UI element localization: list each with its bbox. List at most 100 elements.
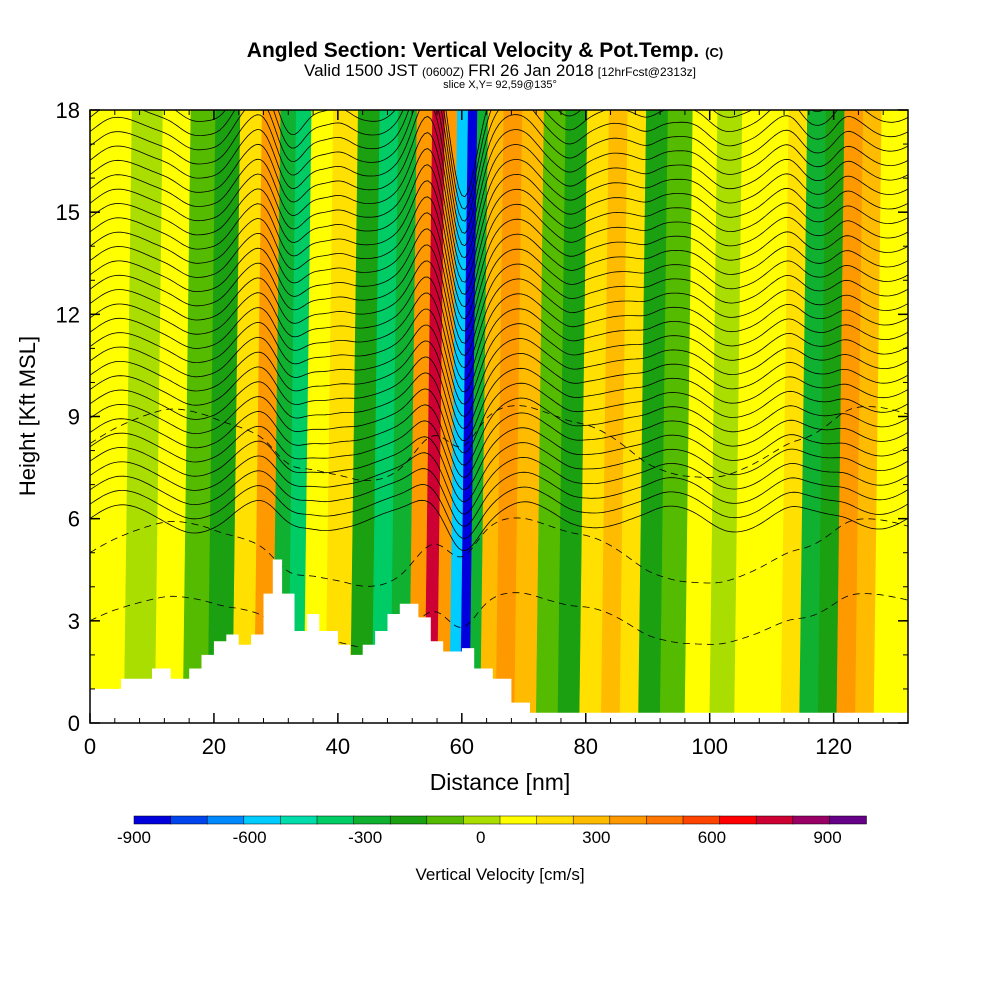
velocity-band bbox=[579, 110, 610, 723]
velocity-band bbox=[600, 110, 629, 723]
slice-info: slice X,Y= 92,59@135° bbox=[443, 79, 557, 91]
isentrope-line bbox=[90, 132, 908, 271]
colorbar-swatch bbox=[572, 815, 611, 825]
isentrope-line bbox=[90, 228, 908, 344]
colorbar-swatch bbox=[499, 815, 538, 825]
colorbar-swatch bbox=[426, 815, 465, 825]
isentrope-line bbox=[90, 164, 908, 295]
terrain-mask bbox=[90, 559, 908, 723]
colorbar-swatch bbox=[243, 815, 282, 825]
y-tick-label: 12 bbox=[56, 302, 80, 327]
colorbar-tick-label: 600 bbox=[698, 828, 726, 847]
isentrope-line bbox=[90, 324, 908, 417]
colorbar-tick-label: -300 bbox=[348, 828, 382, 847]
velocity-band bbox=[424, 110, 446, 723]
x-tick-label: 40 bbox=[326, 734, 350, 759]
chart-subtitle: Valid 1500 JST (0600Z) FRI 26 Jan 2018 [12h… bbox=[304, 61, 696, 80]
isentrope-line bbox=[90, 110, 908, 234]
x-tick-label: 60 bbox=[450, 734, 474, 759]
isentrope-line bbox=[90, 388, 908, 466]
velocity-band bbox=[449, 110, 469, 723]
velocity-band bbox=[855, 110, 883, 723]
colorbar-tick-label: 300 bbox=[582, 828, 610, 847]
colorbar-label: Vertical Velocity [cm/s] bbox=[415, 865, 584, 884]
velocity-band bbox=[325, 110, 359, 723]
isentrope-line bbox=[90, 340, 908, 430]
velocity-band bbox=[371, 110, 399, 723]
x-tick-label: 80 bbox=[574, 734, 598, 759]
isentrope-line bbox=[90, 244, 908, 356]
velocity-band bbox=[123, 110, 164, 723]
x-axis-label: Distance [nm] bbox=[430, 769, 571, 795]
isentrope-line bbox=[90, 180, 908, 308]
colorbar-swatch bbox=[170, 815, 208, 825]
isentrope-line bbox=[90, 468, 908, 527]
colorbar-swatch bbox=[755, 815, 794, 825]
isentrope-line bbox=[90, 499, 908, 552]
y-tick-label: 3 bbox=[68, 609, 80, 634]
x-tick-label: 20 bbox=[202, 734, 226, 759]
velocity-band bbox=[232, 110, 263, 723]
colorbar bbox=[133, 815, 867, 825]
isentrope-dashed-line bbox=[90, 517, 908, 587]
velocity-band bbox=[659, 110, 694, 723]
colorbar-swatch bbox=[609, 815, 648, 825]
colorbar-swatch bbox=[389, 815, 428, 825]
potential-temperature-contours bbox=[90, 110, 908, 649]
isentrope-line bbox=[90, 260, 908, 369]
isentrope-line bbox=[90, 276, 908, 381]
velocity-band bbox=[154, 110, 192, 723]
y-axis-label: Height [Kft MSL] bbox=[15, 336, 40, 496]
y-tick-label: 6 bbox=[68, 507, 80, 532]
velocity-band bbox=[207, 110, 241, 723]
colorbar-swatch bbox=[316, 815, 355, 825]
velocity-band bbox=[758, 110, 790, 723]
colorbar-swatch bbox=[792, 815, 831, 825]
colorbar-tick-label: 900 bbox=[813, 828, 841, 847]
velocity-band bbox=[288, 110, 313, 723]
y-tick-label: 0 bbox=[68, 711, 80, 736]
isentrope-line bbox=[90, 308, 908, 405]
isentrope-line bbox=[90, 148, 908, 283]
isentrope-line bbox=[90, 372, 908, 454]
colorbar-swatch bbox=[280, 815, 318, 825]
velocity-band bbox=[303, 110, 334, 723]
colorbar-tick-label: -900 bbox=[117, 828, 151, 847]
velocity-band bbox=[514, 110, 545, 723]
isentrope-line bbox=[90, 452, 908, 515]
isentrope-line bbox=[90, 436, 908, 503]
velocity-band bbox=[390, 110, 418, 723]
velocity-band bbox=[349, 110, 381, 723]
colorbar-swatch bbox=[829, 815, 867, 825]
isentrope-line bbox=[90, 212, 908, 332]
colorbar-swatch bbox=[463, 815, 501, 825]
colorbar-swatch bbox=[536, 815, 574, 825]
velocity-band bbox=[535, 110, 567, 723]
velocity-band bbox=[780, 110, 808, 723]
colorbar-tick-label: 0 bbox=[476, 828, 485, 847]
velocity-band bbox=[182, 110, 217, 723]
colorbar-swatch bbox=[353, 815, 391, 825]
isentrope-line bbox=[90, 196, 908, 320]
x-tick-label: 100 bbox=[691, 734, 728, 759]
velocity-band bbox=[619, 110, 647, 723]
colorbar-swatch bbox=[646, 815, 684, 825]
y-axis: 0 3 6 9 12 15 18 bbox=[56, 98, 908, 736]
x-tick-label: 120 bbox=[815, 734, 852, 759]
isentrope-line bbox=[90, 110, 908, 222]
velocity-band bbox=[408, 110, 433, 723]
y-tick-label: 9 bbox=[68, 405, 80, 430]
colorbar-swatch bbox=[682, 815, 721, 825]
y-tick-label: 15 bbox=[56, 200, 80, 225]
colorbar-tick-label: -600 bbox=[233, 828, 267, 847]
x-tick-label: 0 bbox=[84, 734, 96, 759]
colorbar-swatch bbox=[719, 815, 757, 825]
chart-title: Angled Section: Vertical Velocity & Pot.… bbox=[247, 39, 723, 62]
colorbar-swatch bbox=[133, 815, 172, 825]
isentrope-line bbox=[90, 404, 908, 478]
x-axis: 0 20 40 60 80 100 120 bbox=[84, 110, 852, 759]
velocity-band bbox=[836, 110, 864, 723]
isentrope-line bbox=[90, 420, 908, 491]
colorbar-tick-labels: -900 -600 -300 0 300 600 900 bbox=[117, 828, 842, 847]
